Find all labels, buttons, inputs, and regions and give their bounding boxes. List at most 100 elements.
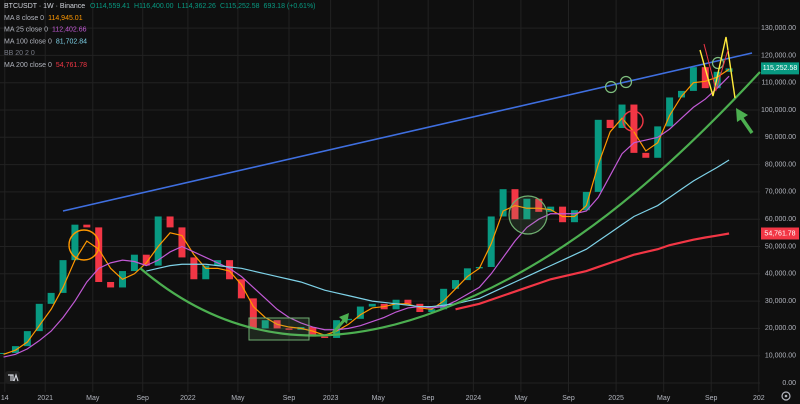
candle bbox=[392, 299, 400, 310]
candle bbox=[642, 152, 650, 158]
y-tick-label: 80,000.00 bbox=[765, 161, 796, 168]
candle bbox=[725, 68, 733, 72]
candle bbox=[356, 306, 364, 319]
candle bbox=[321, 336, 329, 338]
candle bbox=[606, 119, 614, 129]
candle bbox=[202, 265, 210, 280]
zigzag bbox=[703, 43, 729, 92]
x-tick-label: 2023 bbox=[323, 395, 339, 402]
x-tick-label: 202 bbox=[753, 395, 765, 402]
legend-name: MA 200 close 0 bbox=[4, 62, 52, 69]
candle bbox=[618, 104, 626, 129]
candle bbox=[344, 318, 352, 321]
logo bbox=[5, 371, 20, 384]
legend-value: 81,702.84 bbox=[56, 38, 87, 45]
legend-name: MA 100 close 0 bbox=[4, 38, 52, 45]
candle bbox=[35, 303, 43, 332]
y-tick-label: 60,000.00 bbox=[765, 216, 796, 223]
x-tick-label: May bbox=[86, 395, 100, 402]
candle bbox=[452, 280, 460, 289]
candle bbox=[523, 198, 531, 220]
y-tick-label: 90,000.00 bbox=[765, 134, 796, 141]
candle bbox=[678, 90, 686, 98]
legend-name: MA 8 close 0 bbox=[4, 15, 44, 22]
candle bbox=[178, 227, 186, 258]
zigzag bbox=[699, 36, 736, 99]
plot-area bbox=[0, 67, 733, 358]
candle bbox=[95, 227, 103, 282]
gear-center[interactable] bbox=[784, 394, 788, 398]
arrow-head bbox=[736, 108, 748, 122]
x-tick-label: May bbox=[514, 395, 528, 402]
x-tick-label: May bbox=[657, 395, 671, 402]
candle bbox=[463, 268, 471, 281]
legend: BTCUSDT · 1W · Binance O114,559.41 H116,40… bbox=[4, 3, 316, 69]
candle bbox=[499, 189, 507, 217]
ohlc-value: O114,559.41 bbox=[90, 3, 130, 10]
candle bbox=[440, 288, 448, 310]
grid bbox=[0, 0, 760, 392]
legend-value: 54,761.78 bbox=[56, 62, 87, 69]
candle bbox=[47, 292, 55, 304]
circle-marker bbox=[622, 110, 644, 132]
candle bbox=[535, 198, 543, 212]
candle bbox=[83, 224, 91, 228]
candle bbox=[487, 216, 495, 267]
ohlc-value: 693.18 (+0.61%) bbox=[264, 3, 316, 10]
x-tick-label: 2025 bbox=[608, 395, 624, 402]
ma-line bbox=[455, 232, 730, 311]
candle bbox=[71, 224, 79, 261]
y-tick-label: 120,000.00 bbox=[761, 52, 796, 59]
y-tick-label: 100,000.00 bbox=[761, 107, 796, 114]
price-tag-label: 115,252.58 bbox=[763, 65, 798, 72]
x-tick-label: 14 bbox=[1, 395, 9, 402]
candle bbox=[368, 303, 376, 307]
candle bbox=[428, 309, 436, 313]
x-tick-label: Sep bbox=[422, 395, 435, 402]
candle bbox=[23, 331, 31, 347]
candle bbox=[594, 119, 602, 192]
support-curve bbox=[139, 71, 761, 337]
y-tick-label: 30,000.00 bbox=[765, 298, 796, 305]
price-tag bbox=[761, 62, 799, 75]
candle bbox=[285, 328, 293, 330]
candle bbox=[59, 260, 67, 293]
y-tick-label: 70,000.00 bbox=[765, 189, 796, 196]
x-tick-label: Sep bbox=[136, 395, 149, 402]
circle-marker bbox=[68, 229, 100, 261]
drawings bbox=[62, 36, 761, 341]
candle bbox=[0, 352, 8, 354]
circle-marker bbox=[604, 80, 618, 94]
candle bbox=[630, 104, 638, 153]
x-tick-label: Sep bbox=[283, 395, 296, 402]
circle-marker bbox=[711, 56, 725, 70]
x-tick-label: Sep bbox=[705, 395, 718, 402]
ohlc-value: H116,400.00 bbox=[134, 3, 174, 10]
candle bbox=[107, 281, 115, 288]
candle bbox=[130, 254, 138, 272]
ma-tag-label: 54,761.78 bbox=[764, 230, 795, 237]
y-tick-label: 40,000.00 bbox=[765, 271, 796, 278]
ma-tag bbox=[761, 227, 799, 240]
candle bbox=[689, 67, 697, 91]
legend-value: 112,402.66 bbox=[52, 27, 87, 34]
gear-icon[interactable] bbox=[781, 391, 791, 401]
candle bbox=[701, 67, 709, 89]
legend-value: 114,945.01 bbox=[48, 15, 83, 22]
candle bbox=[237, 279, 245, 299]
settings-button[interactable] bbox=[781, 391, 791, 401]
arrow bbox=[739, 116, 754, 134]
ma-line bbox=[146, 159, 730, 308]
ohlc-value: C115,252.58 bbox=[220, 3, 260, 10]
logo-mark bbox=[8, 373, 19, 382]
circle-marker bbox=[508, 195, 548, 235]
y-tick-label: 130,000.00 bbox=[761, 25, 796, 32]
y-tick-label: 50,000.00 bbox=[765, 243, 796, 250]
y-tick-label: 110,000.00 bbox=[761, 80, 796, 87]
x-tick-label: Sep bbox=[562, 395, 575, 402]
box-marker bbox=[248, 317, 310, 341]
candle bbox=[249, 298, 257, 329]
x-tick-label: 2022 bbox=[180, 395, 196, 402]
